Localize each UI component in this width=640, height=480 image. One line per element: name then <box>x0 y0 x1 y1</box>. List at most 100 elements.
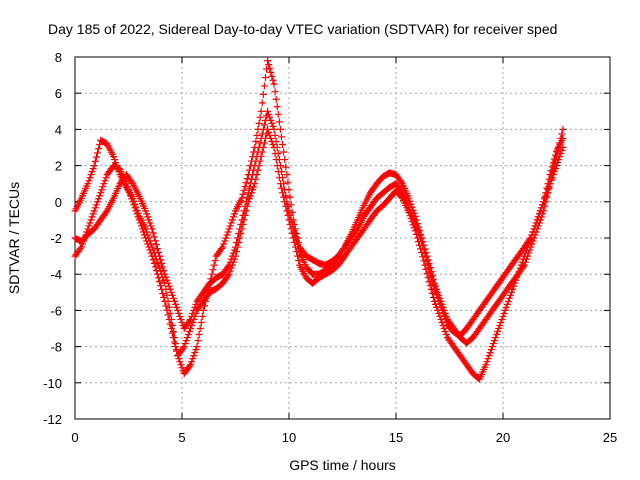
data-point <box>278 184 286 192</box>
data-point <box>264 107 272 115</box>
data-point <box>224 272 232 280</box>
data-point <box>291 243 299 251</box>
data-point <box>159 263 167 271</box>
data-point <box>176 312 184 320</box>
data-point <box>243 202 251 210</box>
data-point <box>548 163 556 171</box>
data-point <box>427 286 435 294</box>
data-point <box>210 261 218 269</box>
data-point <box>493 331 501 339</box>
data-point <box>131 204 139 212</box>
data-point <box>274 110 282 118</box>
data-point <box>428 290 436 298</box>
data-point <box>439 321 447 329</box>
data-point <box>542 189 550 197</box>
y-tick-label: -4 <box>50 267 62 282</box>
data-point <box>152 267 160 275</box>
data-point <box>488 343 496 351</box>
data-point <box>254 166 262 174</box>
data-point <box>413 234 421 242</box>
data-point <box>259 144 267 151</box>
data-point <box>282 163 290 171</box>
data-point <box>264 57 272 65</box>
data-point <box>253 171 261 179</box>
data-point <box>226 267 234 275</box>
data-point <box>158 286 166 294</box>
data-point <box>513 273 521 281</box>
data-point <box>270 80 278 88</box>
data-point <box>252 175 260 183</box>
data-point <box>96 140 104 148</box>
data-point <box>175 309 183 317</box>
data-point <box>137 222 145 230</box>
data-point <box>100 180 108 188</box>
data-point <box>558 130 566 138</box>
data-point <box>531 222 539 230</box>
data-point <box>525 240 533 248</box>
data-point <box>165 315 173 323</box>
data-point <box>521 249 529 257</box>
data-point <box>194 337 202 345</box>
data-point <box>149 256 157 264</box>
data-point <box>80 237 88 245</box>
data-point <box>512 276 520 284</box>
data-point <box>125 186 132 194</box>
x-tick-label: 15 <box>389 430 403 445</box>
data-point <box>416 241 424 249</box>
data-point <box>163 306 171 314</box>
data-point <box>429 293 437 301</box>
data-point <box>97 189 105 197</box>
data-point <box>161 270 169 278</box>
data-point <box>515 267 523 275</box>
data-point <box>282 202 290 210</box>
y-axis-ticks: -12 -10 -8 -6 -4 -2 0 2 4 6 8 <box>43 50 610 427</box>
data-point <box>179 344 187 352</box>
data-point <box>526 237 534 245</box>
data-point <box>251 180 259 188</box>
data-point <box>242 178 250 186</box>
data-point <box>279 140 287 148</box>
data-point <box>185 362 193 370</box>
x-tick-label: 25 <box>603 430 617 445</box>
data-point <box>78 240 86 248</box>
data-point <box>89 165 97 173</box>
data-point <box>223 231 231 239</box>
data-point <box>229 213 237 221</box>
data-point <box>144 213 152 221</box>
data-point <box>505 294 513 302</box>
data-point <box>279 189 287 197</box>
chart-title: Day 185 of 2022, Sidereal Day-to-day VTE… <box>48 21 557 37</box>
data-point <box>166 320 174 328</box>
data-point <box>187 361 195 369</box>
data-point <box>162 273 170 281</box>
data-point <box>95 145 103 153</box>
data-point <box>269 76 277 84</box>
data-point <box>236 234 244 242</box>
data-point <box>263 65 271 73</box>
y-tick-label: 8 <box>55 50 62 65</box>
data-point <box>503 300 511 308</box>
data-point <box>441 315 449 323</box>
data-point <box>123 183 131 191</box>
data-point <box>420 257 428 265</box>
data-point <box>226 222 234 230</box>
data-point <box>421 261 429 269</box>
data-point <box>287 201 295 209</box>
data-point <box>276 125 284 133</box>
data-point <box>173 303 181 311</box>
data-point <box>178 364 186 372</box>
data-point <box>163 276 171 284</box>
data-point <box>530 225 538 233</box>
data-point <box>92 201 100 209</box>
data-point <box>239 220 247 228</box>
data-point <box>128 195 136 203</box>
data-point <box>258 148 266 156</box>
data-point <box>494 328 502 336</box>
data-point <box>191 349 199 357</box>
data-point <box>177 361 185 369</box>
data-point <box>193 343 201 351</box>
data-point <box>284 178 292 186</box>
data-point <box>292 248 300 256</box>
data-point <box>184 331 192 339</box>
